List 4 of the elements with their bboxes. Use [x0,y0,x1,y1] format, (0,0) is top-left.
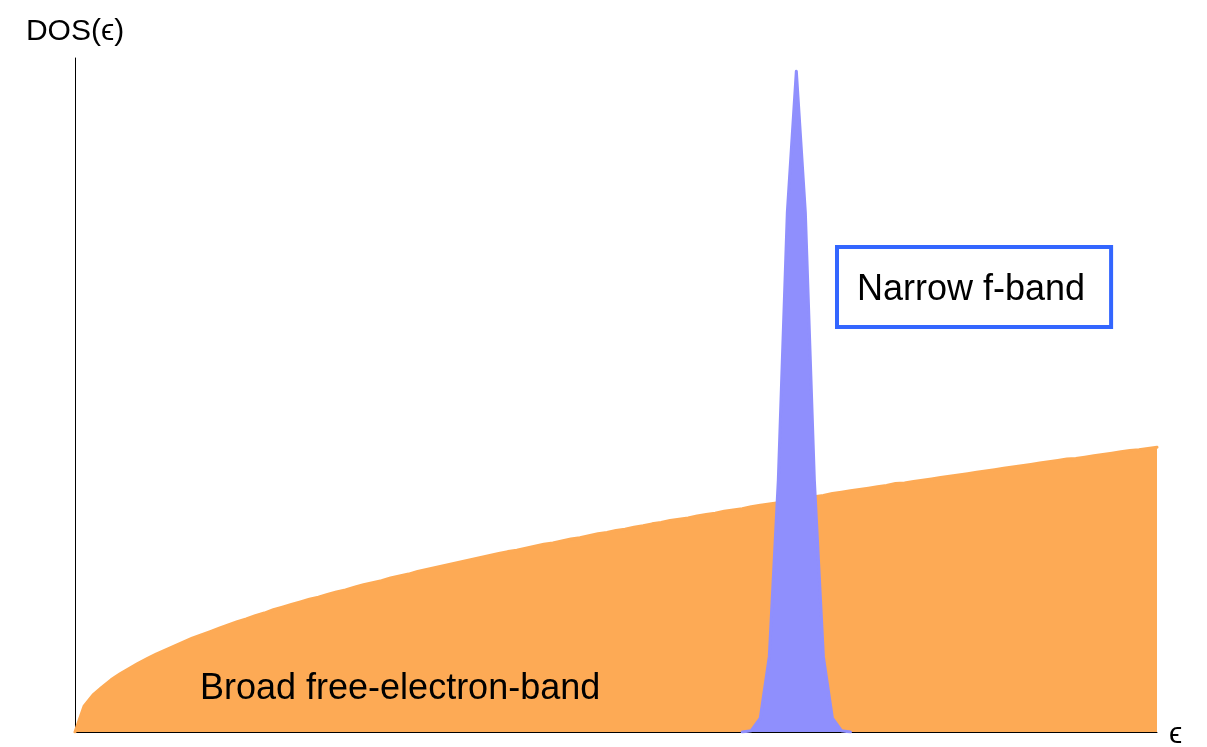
y-axis-title: DOS(ϵ) [25,12,125,46]
x-axis-title: ϵ [1169,715,1183,747]
series-label: Broad free-electron-band [200,665,601,707]
series-label: Narrow f-band [857,266,1086,308]
